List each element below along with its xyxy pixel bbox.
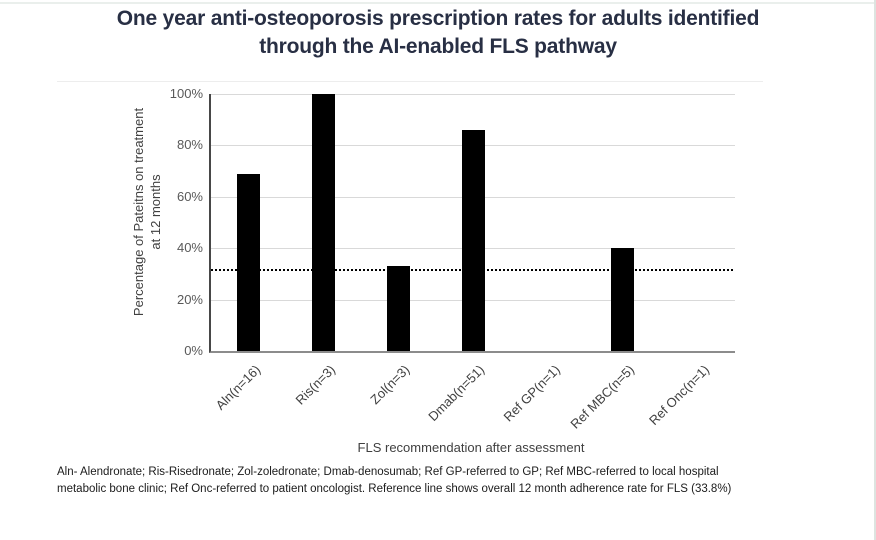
chart-title-line2: through the AI-enabled FLS pathway	[259, 34, 617, 58]
right-border-line	[874, 0, 876, 540]
x-tick-label-ris-n-3: Ris(n=3)	[292, 362, 338, 408]
footnote-line1: Aln- Alendronate; Ris-Risedronate; Zol-z…	[57, 466, 719, 478]
y-tick-label-60: 60%	[176, 188, 203, 204]
x-tick-label-ref-gp-n-1: Ref GP(n=1)	[499, 362, 563, 425]
x-tick-label-dmab-n-51: Dmab(n=51)	[425, 362, 488, 424]
bar-dmab-n-51	[461, 129, 485, 351]
x-tick-label-aln-n-16: Aln(n=16)	[212, 362, 264, 413]
reference-line	[211, 268, 733, 271]
bar-aln-n-16	[236, 173, 260, 351]
x-tick-label-ref-onc-n-1: Ref Onc(n=1)	[646, 362, 713, 429]
y-tick-label-100: 100%	[169, 86, 203, 101]
bar-zol-n-3	[386, 266, 410, 351]
gridline-100	[211, 94, 735, 95]
footnote-line2: metabolic bone clinic; Ref Onc-referred …	[57, 482, 732, 495]
x-tick-label-ref-mbc-n-5: Ref MBC(n=5)	[567, 362, 638, 432]
plot-area	[209, 94, 735, 353]
x-tick-label-zol-n-3: Zol(n=3)	[367, 362, 413, 408]
chart-title-line1: One year anti-osteoporosis prescription …	[116, 7, 760, 30]
x-axis-title: FLS recommendation after assessment	[357, 440, 585, 455]
y-tick-label-0: 0%	[184, 343, 203, 358]
y-tick-label-80: 80%	[176, 137, 203, 153]
bar-ref-mbc-n-5	[611, 248, 635, 351]
title-divider	[57, 81, 763, 82]
y-tick-label-20: 20%	[176, 291, 203, 307]
footnote: Aln- Alendronate; Ris-Risedronate; Zol-z…	[57, 464, 787, 497]
top-border-line	[0, 2, 876, 4]
chart-title: One year anti-osteoporosis prescription …	[0, 5, 876, 60]
bar-ris-n-3	[311, 94, 335, 351]
y-tick-label-40: 40%	[176, 240, 203, 256]
